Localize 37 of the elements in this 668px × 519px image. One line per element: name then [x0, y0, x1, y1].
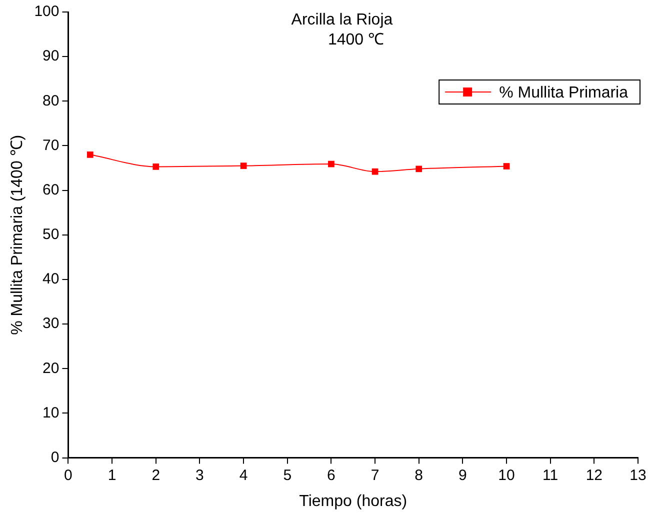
y-tick-label: 90: [42, 48, 60, 65]
x-tick-label: 10: [498, 466, 515, 484]
y-tick-label: 50: [42, 226, 60, 244]
x-tick-label: 11: [542, 466, 558, 484]
y-tick-label: 30: [42, 315, 60, 332]
x-tick-label: 3: [196, 466, 204, 484]
point: [372, 168, 378, 175]
x-tick-label: 6: [327, 466, 336, 484]
x-axis-title: Tiempo (horas): [299, 492, 408, 510]
point: [86, 151, 94, 158]
x-tick-label: 2: [152, 466, 160, 484]
chart-title: Arcilla la Rioja: [291, 11, 393, 28]
y-tick-label: 0: [50, 448, 60, 466]
y-tick-label: 70: [42, 136, 60, 154]
point: [503, 163, 510, 170]
x-tick-label: 1: [108, 466, 116, 484]
x-tick-label: 8: [414, 466, 424, 484]
y-tick-label: 40: [42, 270, 60, 288]
x-tick-label: 4: [239, 466, 248, 484]
x-tick-label: 13: [630, 466, 646, 484]
x-tick-label: 0: [64, 466, 72, 484]
legend-label: % Mullita Primaria: [499, 84, 628, 102]
text: 1400 ℃: [328, 31, 384, 48]
y-axis-title: % Mullita Primaria (1400 ℃): [9, 134, 26, 335]
x-tick-label: 12: [586, 466, 603, 484]
y-tick-label: 60: [42, 181, 60, 198]
y-tick-label: 10: [42, 404, 60, 422]
x-tick-label: 7: [370, 466, 380, 484]
point: [240, 162, 247, 169]
y-tick-label: 100: [34, 3, 60, 20]
x-tick-label: 9: [458, 466, 467, 484]
x-tick-label: 5: [283, 466, 292, 484]
point: [328, 160, 334, 168]
y-tick-label: 80: [42, 92, 60, 110]
point: [416, 166, 422, 172]
y-tick-label: 20: [42, 360, 60, 377]
point: [152, 164, 160, 170]
